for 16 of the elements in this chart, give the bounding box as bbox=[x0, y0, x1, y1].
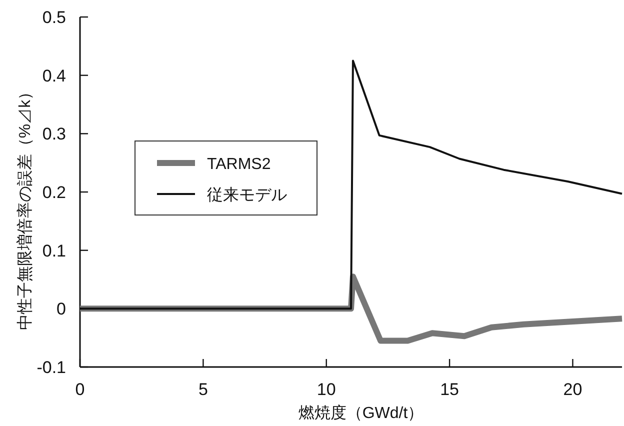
y-tick-label: 0.4 bbox=[42, 66, 66, 86]
legend-label: 従来モデル bbox=[207, 186, 287, 204]
x-tick-label: 5 bbox=[198, 380, 208, 399]
y-tick-label: 0.1 bbox=[42, 241, 66, 260]
y-tick-label: 0 bbox=[56, 300, 66, 319]
y-tick-label: 0.2 bbox=[42, 183, 66, 202]
x-axis-title: 燃焼度（GWd/t） bbox=[298, 404, 424, 422]
x-tick-label: 20 bbox=[563, 380, 582, 399]
y-tick-label: 0.5 bbox=[42, 8, 66, 27]
y-tick-label: -0.1 bbox=[36, 358, 66, 377]
y-tick-label: 0.3 bbox=[42, 124, 66, 144]
x-tick-label: 0 bbox=[75, 380, 85, 399]
x-tick-label: 15 bbox=[440, 380, 460, 399]
legend-label: TARMS2 bbox=[207, 156, 271, 173]
x-tick-label: 10 bbox=[316, 380, 336, 399]
y-axis-title: 中性子無限増倍率の誤差（%⊿k） bbox=[16, 84, 34, 330]
